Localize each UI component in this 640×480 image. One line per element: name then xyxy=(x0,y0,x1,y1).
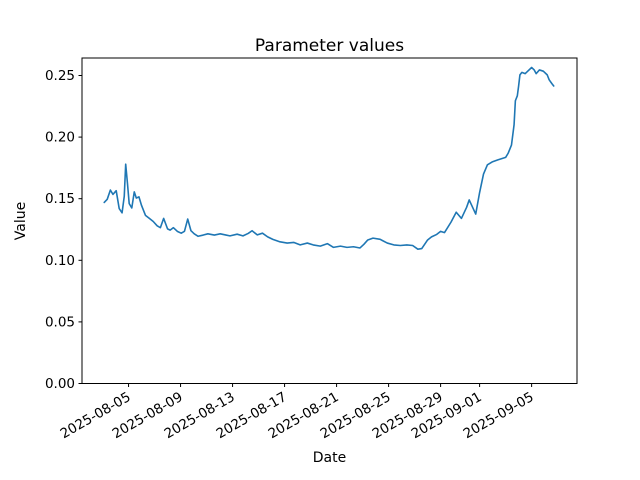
plot-area xyxy=(82,58,577,384)
y-tick-label: 0.15 xyxy=(45,191,75,207)
x-axis-label: Date xyxy=(313,450,346,466)
y-axis-ticks: 0.00 0.05 0.10 0.15 0.20 0.25 xyxy=(45,68,82,392)
y-tick-label: 0.20 xyxy=(45,130,75,146)
y-tick-label: 0.05 xyxy=(45,314,75,330)
data-series-group xyxy=(103,66,555,251)
y-tick-label: 0.00 xyxy=(45,376,75,392)
x-axis-ticks: 2025-08-052025-08-092025-08-132025-08-17… xyxy=(58,383,537,442)
chart-title: Parameter values xyxy=(255,36,404,56)
y-tick-label: 0.10 xyxy=(45,253,75,269)
axes-frame xyxy=(81,57,578,384)
data-line xyxy=(103,66,555,251)
y-tick-label: 0.25 xyxy=(45,68,75,84)
y-axis-label: Value xyxy=(13,202,29,240)
